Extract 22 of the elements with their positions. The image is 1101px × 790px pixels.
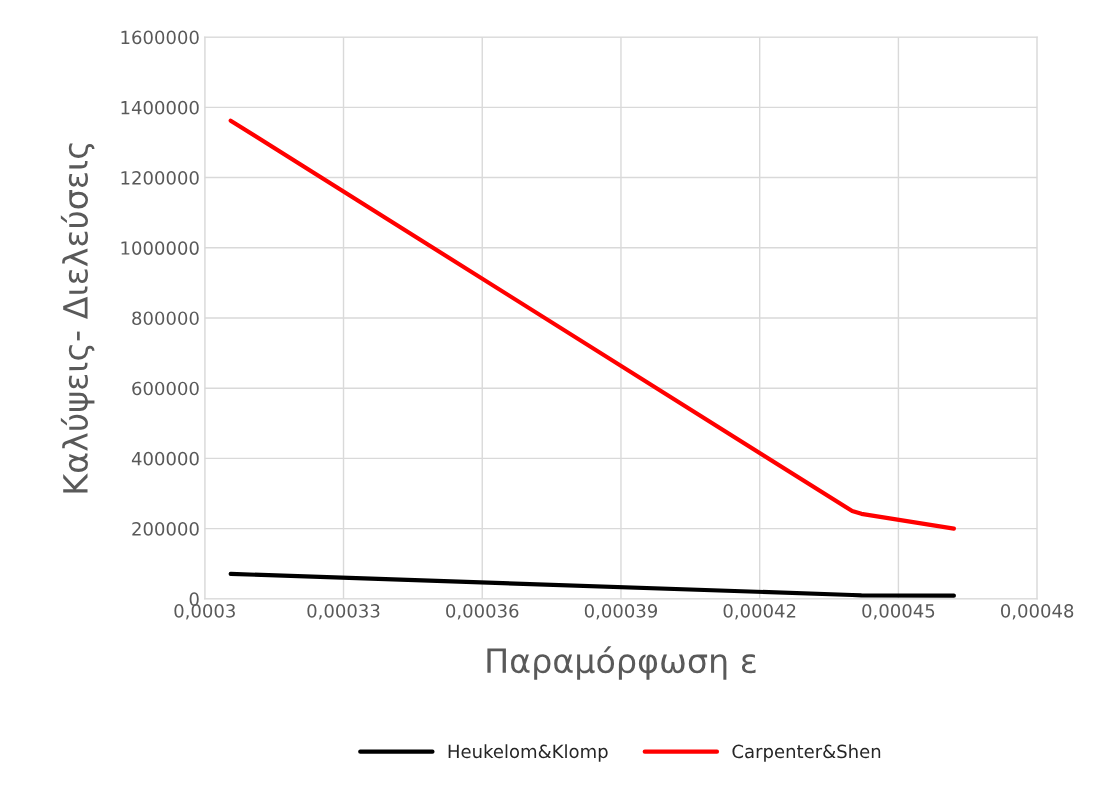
y-tick-label: 200000: [132, 522, 199, 536]
x-tick-label: 0,00036: [446, 604, 519, 620]
legend-label: Heukelom&Klomp: [448, 744, 608, 762]
x-tick-label: 0,0003: [174, 604, 235, 620]
y-tick-label: 600000: [132, 381, 199, 396]
y-tick-label: 1600000: [121, 30, 199, 45]
y-tick-label: 400000: [131, 451, 199, 466]
legend-label: Carpenter&Shen: [732, 744, 881, 762]
y-axis-title: Καλύψεις- Διελεύσεις: [60, 143, 95, 493]
x-tick-label: 0,00048: [1001, 604, 1074, 620]
line-series: [228, 118, 956, 531]
y-tick-label: 1200000: [121, 171, 199, 185]
x-tick-label: 0,00039: [584, 604, 658, 620]
y-tick-label: 1400000: [121, 100, 199, 115]
x-tick-label: 0,00045: [862, 604, 935, 620]
line-series: [228, 571, 956, 598]
y-tick-label: 0: [189, 592, 199, 606]
y-tick-label: 800000: [132, 311, 199, 326]
x-axis-title: Παραμόρφωση ε: [487, 646, 756, 680]
y-tick-label: 1000000: [121, 241, 199, 255]
x-tick-label: 0,00042: [723, 604, 796, 620]
x-tick-label: 0,00033: [307, 604, 380, 620]
